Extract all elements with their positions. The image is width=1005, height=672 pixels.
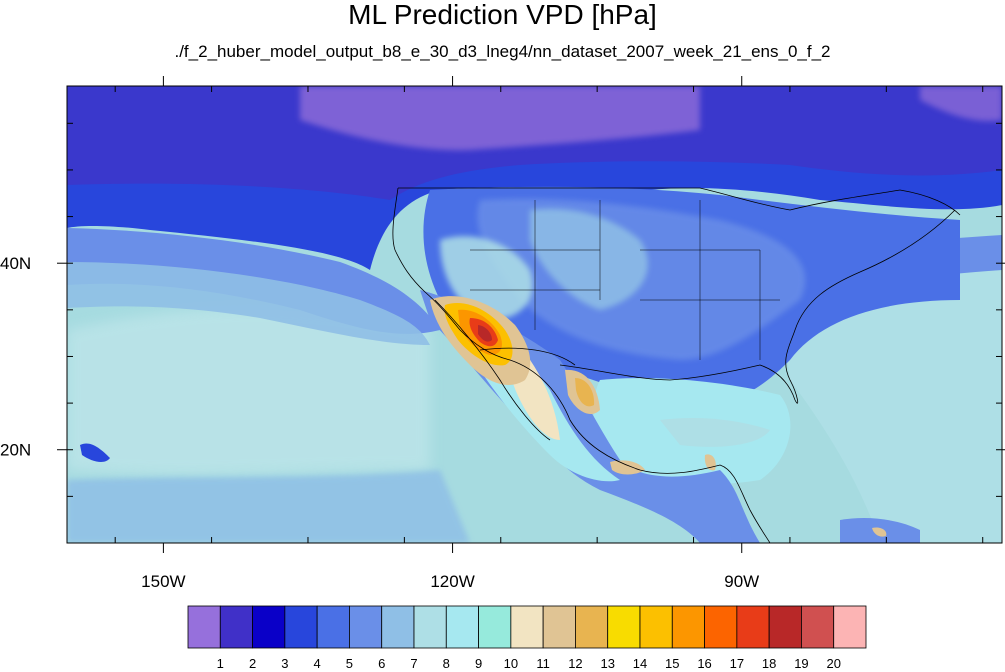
colorbar-label: 6 — [378, 656, 385, 671]
colorbar: 1 2 3 4 5 6 7 8 9 10 11 12 13 14 15 16 17 18 19 20 — [187, 605, 867, 671]
colorbar-label: 5 — [346, 656, 353, 671]
colorbar-label: 12 — [568, 656, 582, 671]
colorbar-label: 4 — [314, 656, 321, 671]
y-tick-label: 40N — [0, 254, 31, 273]
colorbar-label: 16 — [697, 656, 711, 671]
colorbar-label: 18 — [762, 656, 776, 671]
map-title: ML Prediction VPD [hPa] — [348, 0, 657, 30]
colorbar-swatch — [704, 605, 738, 649]
colorbar-swatch — [445, 605, 479, 649]
pacific-band-7 — [67, 262, 430, 345]
south-caribbean-tan — [872, 527, 887, 537]
colorbar-swatch — [801, 605, 835, 649]
colorbar-label: 17 — [730, 656, 744, 671]
colorbar-label: 19 — [794, 656, 808, 671]
northeast-purple-region — [920, 86, 1002, 121]
x-tick-label: 150W — [141, 572, 185, 591]
us-mexico-border — [479, 347, 576, 366]
gulf-atlantic-coastline — [559, 209, 956, 404]
colorbar-label: 14 — [633, 656, 647, 671]
colorbar-label: 8 — [443, 656, 450, 671]
gulf-inner — [660, 418, 770, 447]
hawaii-region — [80, 443, 110, 462]
us-canada-border — [398, 187, 961, 216]
colorbar-label: 13 — [600, 656, 614, 671]
colorbar-label: 10 — [504, 656, 518, 671]
colorbar-swatch — [381, 605, 415, 649]
colorbar-swatch — [607, 605, 641, 649]
colorbar-label: 1 — [217, 656, 224, 671]
colorbar-swatch — [671, 605, 705, 649]
colorbar-swatch — [768, 605, 802, 649]
tropical-pacific-band — [67, 470, 470, 543]
southern-mexico-tan — [610, 460, 645, 475]
colorbar-swatch — [187, 605, 221, 649]
colorbar-label: 11 — [536, 656, 550, 671]
x-tick-label: 120W — [430, 572, 474, 591]
state-lines — [470, 200, 780, 360]
y-tick-label: 20N — [0, 441, 31, 460]
colorbar-swatch — [510, 605, 544, 649]
map-plot-area — [67, 86, 1002, 543]
colorbar-swatch — [252, 605, 286, 649]
plot-frame — [66, 85, 1003, 544]
colorbar-label: 15 — [665, 656, 679, 671]
colorbar-swatch — [284, 605, 318, 649]
colorbar-swatch — [833, 605, 867, 649]
colorbar-label: 2 — [249, 656, 256, 671]
colorbar-label: 20 — [826, 656, 840, 671]
map-subtitle: ./f_2_huber_model_output_b8_e_30_d3_lneg… — [174, 42, 831, 61]
colorbar-swatch — [219, 605, 253, 649]
pacific-coastline — [392, 187, 771, 543]
colorbar-swatch — [736, 605, 770, 649]
colorbar-label: 7 — [410, 656, 417, 671]
colorbar-swatch — [349, 605, 383, 649]
desert-dark-red — [478, 325, 492, 342]
colorbar-swatch — [478, 605, 512, 649]
colorbar-swatch — [316, 605, 350, 649]
atlantic-light — [780, 270, 1002, 543]
colorbar-swatch — [542, 605, 576, 649]
colorbar-swatch — [639, 605, 673, 649]
colorbar-swatch — [575, 605, 609, 649]
colorbar-label: 9 — [475, 656, 482, 671]
subtropical-band — [67, 307, 430, 475]
plains-light-blue — [530, 208, 648, 310]
y-axis: 40N 20N — [0, 122, 1005, 497]
x-axis: 150W 120W 90W — [114, 76, 984, 591]
alaska-purple-region — [300, 86, 700, 151]
x-tick-label: 90W — [724, 572, 759, 591]
chihuahua-gold — [575, 378, 595, 407]
colorbar-swatch — [413, 605, 447, 649]
colorbar-label: 3 — [281, 656, 288, 671]
baja-coastline — [434, 299, 551, 441]
borders — [392, 187, 961, 543]
